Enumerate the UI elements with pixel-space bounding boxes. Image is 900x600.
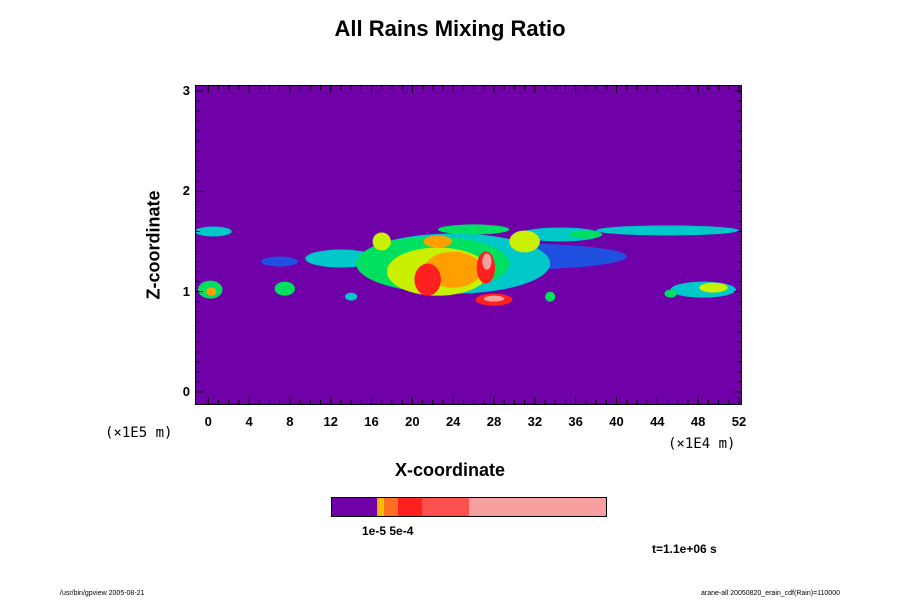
rain-cell-2 bbox=[196, 226, 232, 237]
rain-cell-20 bbox=[206, 287, 217, 296]
x-tick-label: 20 bbox=[405, 414, 420, 429]
x-tick-label: 12 bbox=[323, 414, 338, 429]
rain-cell-17 bbox=[699, 282, 728, 293]
x-tick-label: 44 bbox=[650, 414, 665, 429]
x-tick-label: 52 bbox=[731, 414, 747, 429]
footer-right: arane-all 20050820_erain_cdf(Rain)=11000… bbox=[700, 590, 840, 597]
legend-swatch bbox=[377, 498, 379, 516]
rain-cell-0 bbox=[261, 256, 299, 267]
rain-cell-10 bbox=[274, 281, 295, 296]
rain-cell-26 bbox=[482, 253, 492, 270]
x-tick-label: 48 bbox=[690, 414, 706, 429]
time-label: t=1.1e+06 s bbox=[652, 542, 717, 556]
rain-cell-27 bbox=[483, 295, 505, 302]
y-tick-label: 0 bbox=[182, 383, 190, 399]
footer-left: /usr/bin/gpview 2005-08-21 bbox=[60, 590, 145, 597]
rain-cell-18 bbox=[372, 232, 391, 251]
rain-cell-3 bbox=[345, 292, 358, 301]
rain-cell-7 bbox=[596, 225, 739, 236]
x-tick-label: 4 bbox=[245, 414, 253, 429]
x-tick-label: 28 bbox=[486, 414, 502, 429]
rain-cell-12 bbox=[545, 291, 556, 302]
x-tick-label: 16 bbox=[364, 414, 379, 429]
x-tick-label: 36 bbox=[568, 414, 583, 429]
y-tick-label: 2 bbox=[182, 183, 190, 199]
legend-swatch bbox=[397, 498, 423, 516]
x-tick-label: 24 bbox=[445, 414, 461, 429]
axis-ticks bbox=[196, 86, 741, 404]
legend-swatch bbox=[384, 498, 398, 516]
rain-cell-15 bbox=[437, 224, 510, 235]
legend-label: 1e-5 5e-4 bbox=[362, 524, 414, 538]
rain-cell-14 bbox=[664, 289, 677, 298]
y-tick-label: 3 bbox=[182, 83, 190, 99]
legend-swatch bbox=[378, 498, 385, 516]
rain-cell-23 bbox=[414, 263, 441, 296]
x-tick-label: 0 bbox=[204, 414, 212, 429]
legend-swatch bbox=[332, 498, 378, 516]
x-tick-label: 8 bbox=[286, 414, 294, 429]
legend-swatch bbox=[422, 498, 469, 516]
rain-cell-13 bbox=[569, 230, 603, 239]
y-tick-label: 1 bbox=[182, 283, 190, 299]
chart-title: All Rains Mixing Ratio bbox=[334, 16, 566, 41]
rain-cell-22 bbox=[423, 235, 453, 248]
rain-field bbox=[196, 224, 739, 306]
color-legend-bar bbox=[331, 497, 607, 517]
x-tick-label: 40 bbox=[609, 414, 624, 429]
y-axis-unit: (×1E5 m) bbox=[105, 425, 173, 441]
rain-cell-19 bbox=[509, 230, 540, 253]
x-axis-unit: (×1E4 m) bbox=[668, 436, 736, 452]
y-axis-label: Z-coordinate bbox=[143, 190, 164, 300]
legend-swatch bbox=[468, 498, 606, 516]
x-tick-label: 32 bbox=[527, 414, 543, 429]
x-axis-label: X-coordinate bbox=[394, 460, 505, 480]
